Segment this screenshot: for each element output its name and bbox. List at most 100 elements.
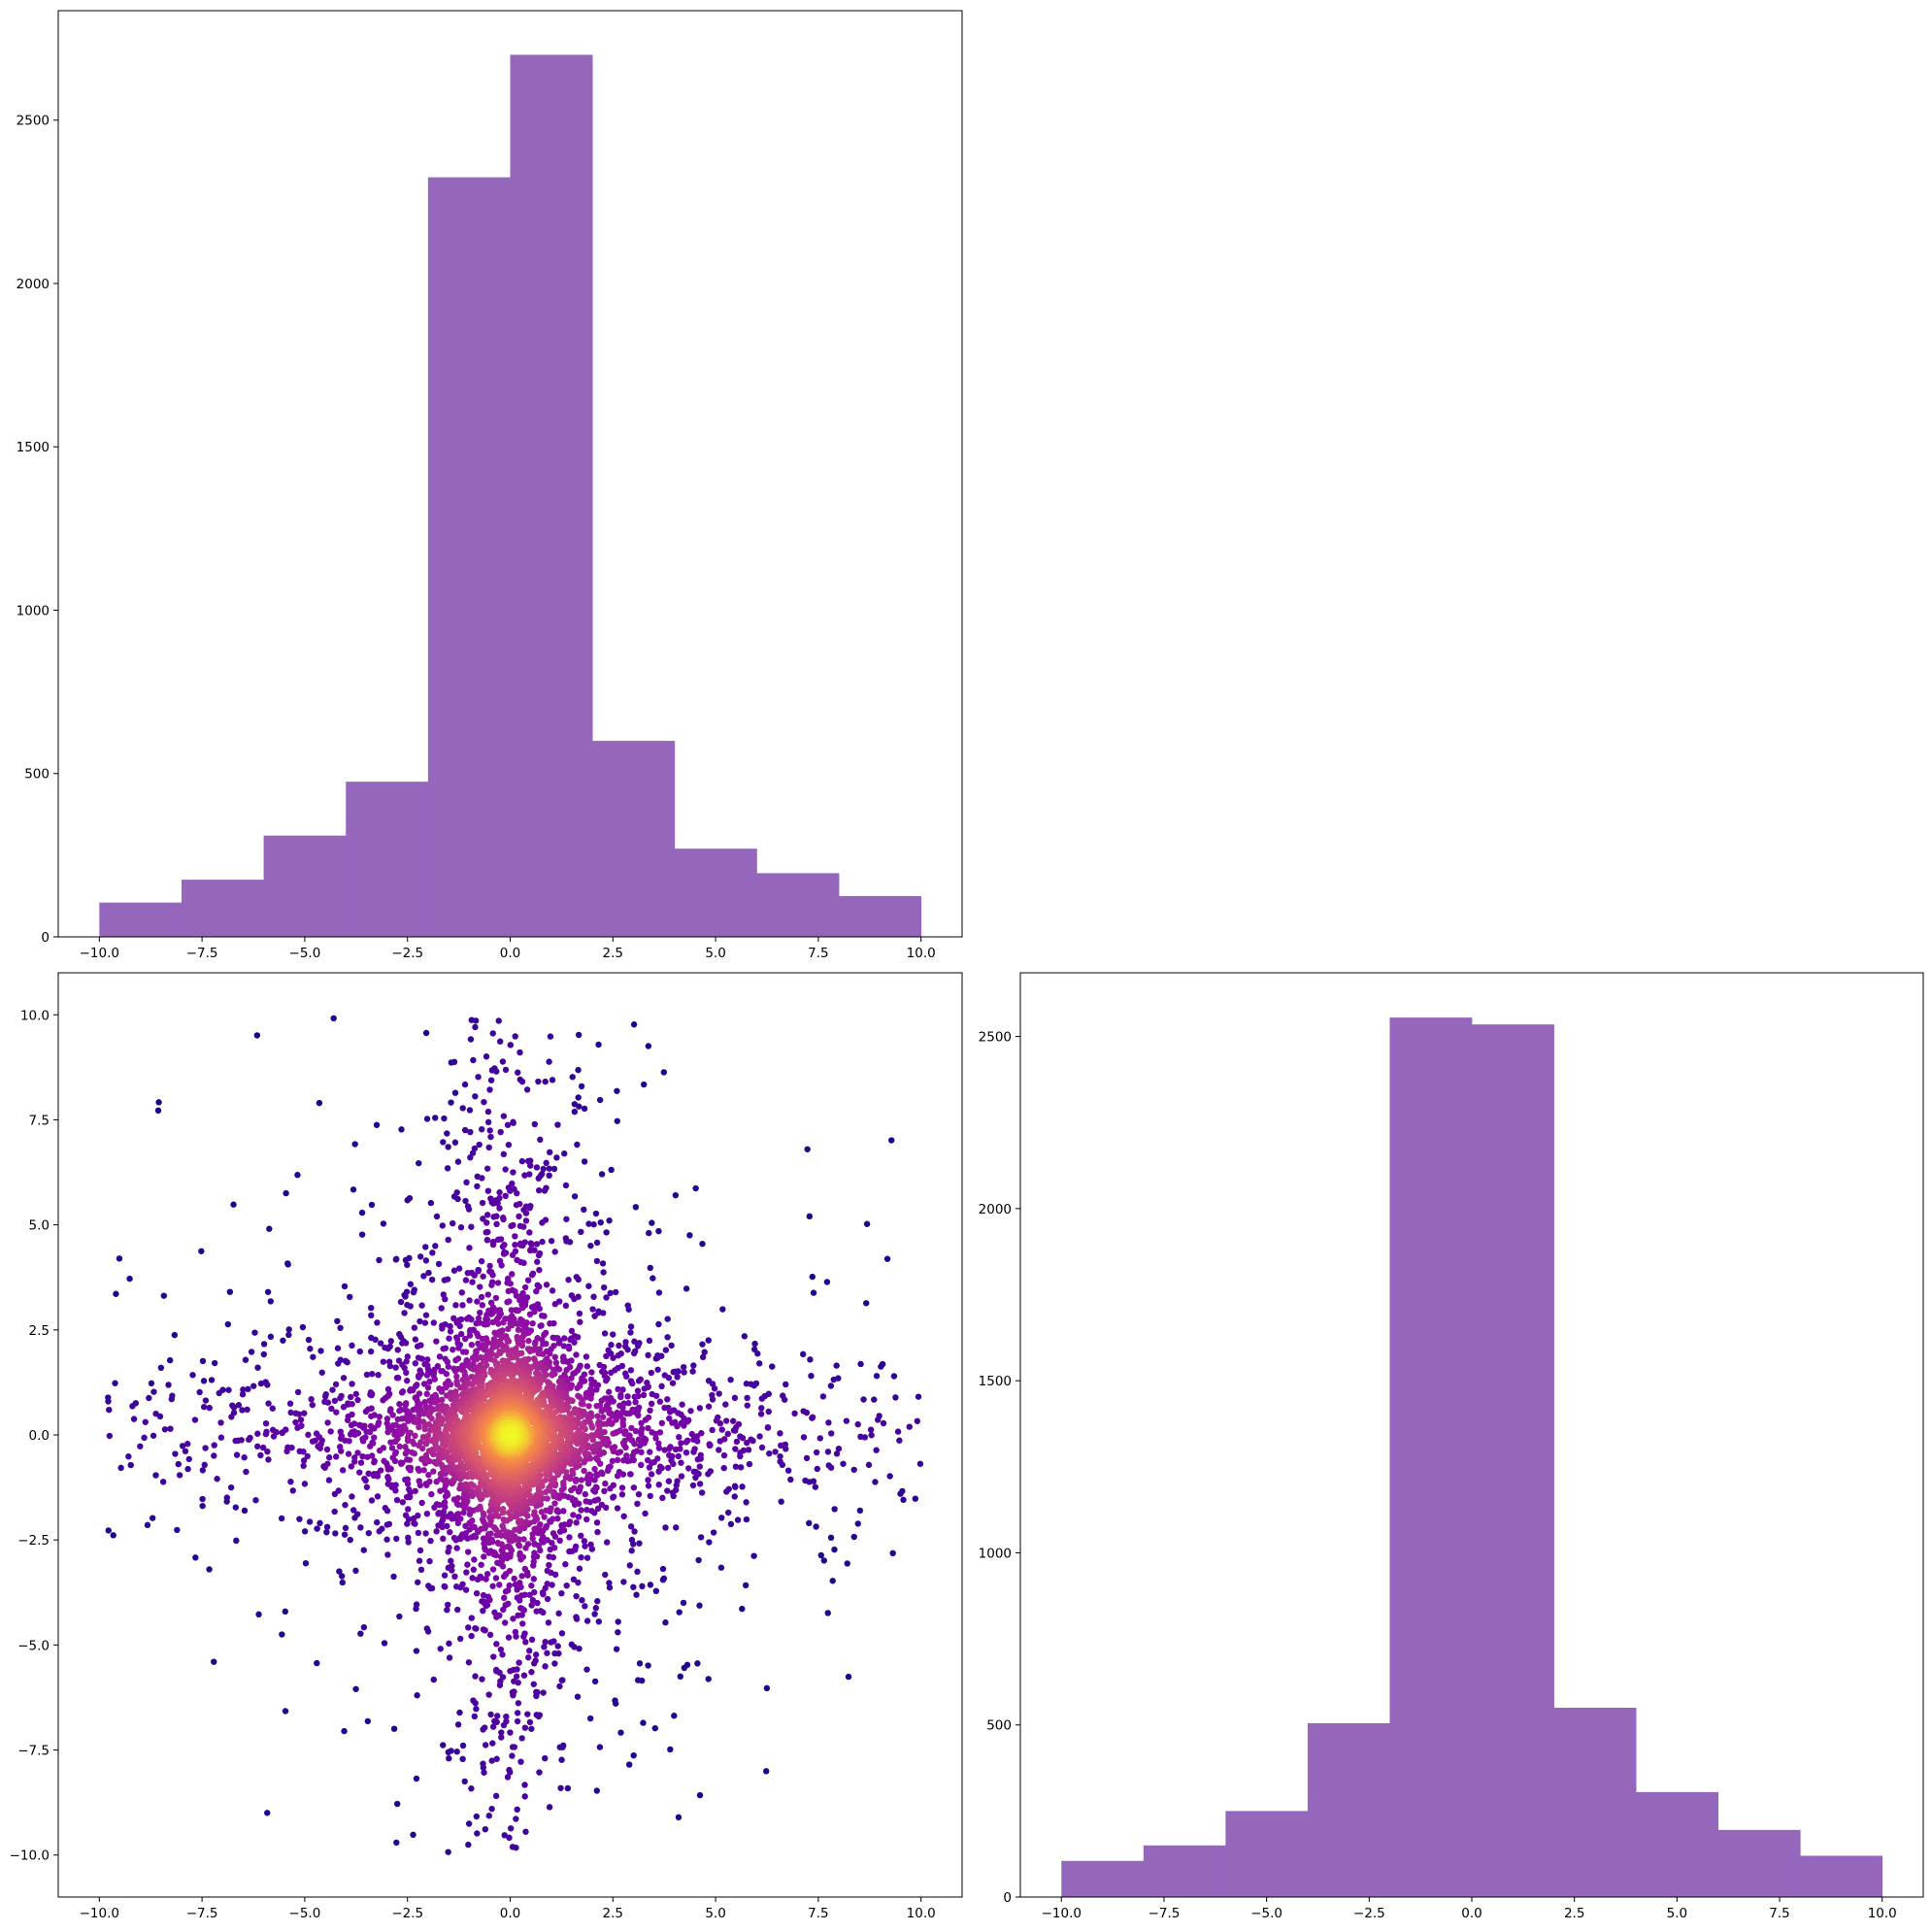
scatter-point	[381, 1640, 388, 1647]
scatter-point	[468, 1488, 476, 1495]
scatter-point	[651, 1724, 659, 1732]
scatter-point	[440, 1742, 447, 1749]
scatter-point	[576, 1645, 583, 1652]
scatter-point	[499, 1674, 507, 1681]
scatter-point	[420, 1273, 427, 1280]
scatter-point	[447, 1328, 454, 1335]
scatter-point	[546, 1165, 553, 1172]
scatter-point	[551, 1353, 558, 1361]
scatter-point	[744, 1394, 750, 1402]
scatter-point	[542, 1638, 549, 1646]
scatter-point	[531, 1341, 539, 1348]
scatter-point	[407, 1429, 414, 1436]
scatter-point	[457, 1516, 464, 1522]
scatter-point	[235, 1402, 243, 1409]
scatter-point	[404, 1377, 411, 1384]
scatter-point	[464, 1498, 471, 1505]
scatter-point	[368, 1405, 375, 1412]
scatter-point	[453, 1373, 460, 1381]
scatter-point	[575, 1514, 583, 1520]
scatter-point	[571, 1101, 579, 1108]
scatter-point	[706, 1441, 713, 1448]
histogram-bar	[263, 835, 347, 937]
scatter-point	[777, 1430, 783, 1437]
scatter-point	[483, 1165, 491, 1172]
scatter-point	[560, 1394, 567, 1401]
scatter-point	[152, 1472, 159, 1479]
scatter-point	[731, 1482, 739, 1489]
scatter-point	[317, 1348, 324, 1354]
scatter-point	[628, 1424, 635, 1432]
scatter-point	[514, 1320, 521, 1327]
scatter-point	[230, 1404, 238, 1411]
scatter-point	[699, 1341, 706, 1348]
scatter-point	[680, 1599, 687, 1607]
scatter-point	[429, 1249, 436, 1256]
scatter-point	[117, 1464, 124, 1472]
scatter-point	[217, 1419, 224, 1426]
scatter-point	[422, 1451, 430, 1459]
scatter-point	[716, 1447, 722, 1453]
scatter-point	[567, 1336, 574, 1344]
scatter-point	[595, 1041, 602, 1049]
scatter-point	[289, 1487, 296, 1494]
scatter-point	[515, 1700, 522, 1707]
scatter-point	[649, 1219, 655, 1226]
scatter-point	[383, 1536, 390, 1543]
scatter-point	[502, 1249, 510, 1256]
scatter-point	[282, 1708, 289, 1715]
scatter-point	[568, 1375, 575, 1382]
histogram-bar	[99, 902, 183, 937]
scatter-point	[535, 1078, 542, 1085]
scatter-point	[371, 1412, 378, 1418]
scatter-point	[259, 1444, 267, 1451]
scatter-point	[473, 1706, 480, 1713]
scatter-point	[368, 1312, 375, 1319]
scatter-point	[635, 1378, 643, 1384]
scatter-point	[375, 1421, 382, 1428]
scatter-point	[624, 1393, 631, 1400]
scatter-point	[440, 1535, 447, 1543]
scatter-point	[578, 1553, 584, 1561]
scatter-point	[248, 1349, 255, 1355]
scatter-point	[488, 1282, 495, 1288]
scatter-point	[648, 1400, 655, 1408]
scatter-point	[547, 1546, 553, 1553]
scatter-point	[264, 1810, 271, 1816]
scatter-point	[588, 1381, 595, 1388]
scatter-point	[664, 1487, 671, 1494]
scatter-point	[488, 1757, 495, 1764]
scatter-point	[509, 1321, 516, 1329]
scatter-point	[472, 1023, 479, 1031]
scatter-point	[500, 1516, 507, 1523]
scatter-point	[446, 1754, 452, 1762]
scatter-point	[392, 1364, 399, 1371]
scatter-point	[509, 1251, 516, 1258]
scatter-point	[647, 1492, 653, 1500]
scatter-point	[451, 1139, 459, 1146]
scatter-point	[415, 1529, 422, 1537]
scatter-point	[516, 1659, 522, 1666]
scatter-point	[394, 1347, 401, 1353]
scatter-point	[468, 1316, 475, 1323]
scatter-point	[763, 1768, 770, 1775]
scatter-point	[585, 1471, 593, 1478]
scatter-point	[581, 1158, 588, 1165]
scatter-point	[422, 1257, 430, 1264]
scatter-point	[528, 1725, 535, 1732]
scatter-point	[245, 1385, 251, 1393]
scatter-point	[566, 1518, 574, 1525]
scatter-point	[635, 1436, 643, 1443]
scatter-point	[548, 1238, 555, 1245]
scatter-point	[513, 1673, 520, 1680]
x-tick-label: −5.0	[289, 946, 321, 961]
scatter-point	[457, 1224, 465, 1231]
scatter-point	[868, 1432, 875, 1439]
scatter-point	[479, 1302, 486, 1309]
scatter-point	[513, 1201, 520, 1209]
scatter-point	[547, 1517, 553, 1524]
scatter-point	[591, 1611, 598, 1617]
scatter-point	[358, 1209, 366, 1216]
scatter-point	[416, 1547, 424, 1554]
scatter-point	[525, 1337, 532, 1345]
